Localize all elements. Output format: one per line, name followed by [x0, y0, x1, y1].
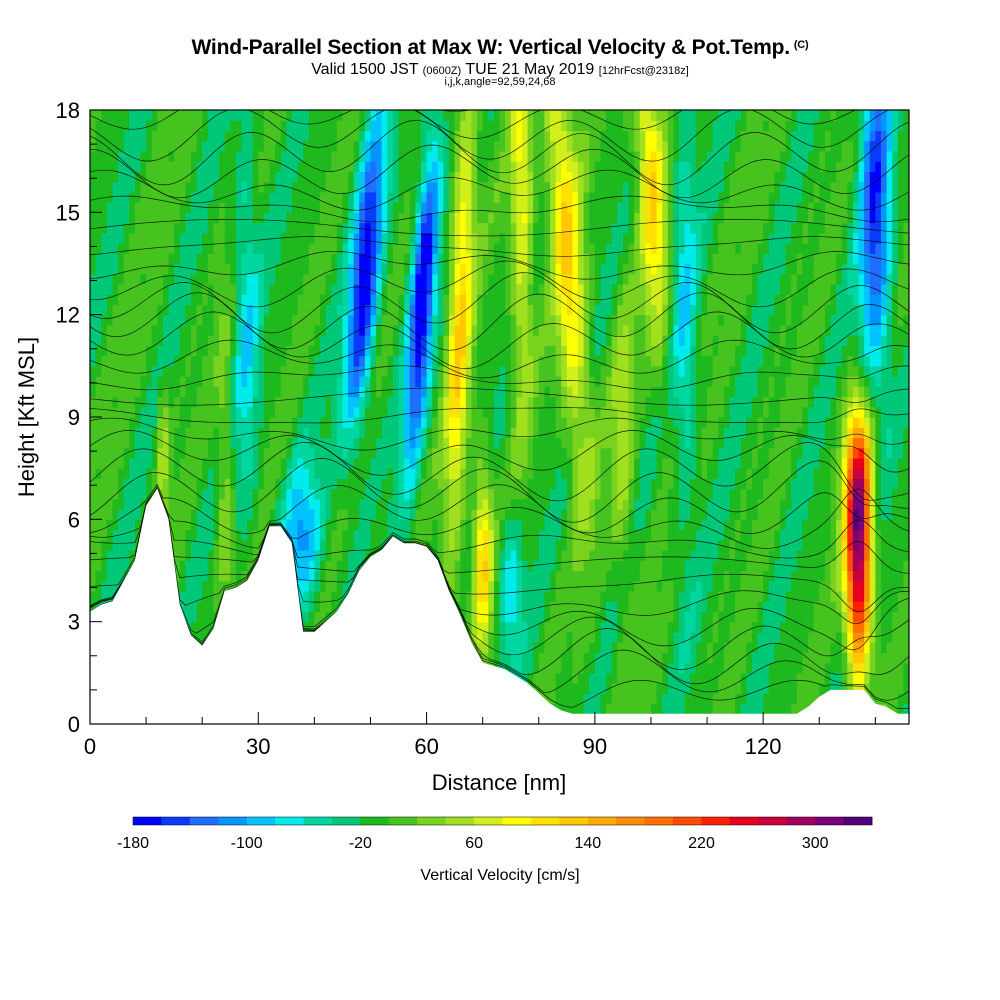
terrain-mask — [90, 488, 909, 724]
colorbar-tick-label: -100 — [231, 835, 263, 852]
terrain-profile — [90, 488, 909, 724]
x-tick-label: 0 — [84, 734, 96, 759]
colorbar-swatch — [786, 817, 816, 825]
x-axis-label: Distance [nm] — [432, 770, 567, 795]
y-tick-label: 15 — [56, 200, 80, 225]
colorbar-swatch — [616, 817, 646, 825]
colorbar-label: Vertical Velocity [cm/s] — [420, 867, 579, 884]
colorbar-tick-label: -20 — [349, 835, 372, 852]
colorbar-swatch — [246, 817, 276, 825]
colorbar-swatch — [644, 817, 674, 825]
colorbar-tick-label: -180 — [117, 835, 149, 852]
x-tick-label: 90 — [583, 734, 607, 759]
colorbar-tick-label: 300 — [802, 835, 829, 852]
chart-grid-info: i,j,k,angle=92,59,24,68 — [444, 76, 556, 88]
colorbar-swatch — [729, 817, 759, 825]
colorbar: -180 -100 -20 60 140 220 300 — [117, 816, 873, 852]
colorbar-swatch — [218, 817, 248, 825]
y-tick-label: 9 — [68, 405, 80, 430]
x-tick-label: 30 — [246, 734, 270, 759]
colorbar-swatch — [331, 817, 361, 825]
colorbar-swatch — [133, 817, 162, 825]
x-tick-label: 60 — [414, 734, 438, 759]
colorbar-swatch — [303, 817, 333, 825]
colorbar-swatch — [758, 817, 788, 825]
chart-title: Wind-Parallel Section at Max W: Vertical… — [191, 36, 809, 59]
colorbar-swatch — [445, 817, 475, 825]
colorbar-swatch — [474, 817, 503, 825]
axes: 0 30 60 90 120 0 3 6 9 12 15 18 — [56, 98, 876, 759]
colorbar-swatch — [673, 817, 702, 825]
y-tick-label: 0 — [68, 712, 80, 737]
y-tick-label: 18 — [56, 98, 80, 123]
colorbar-swatch — [587, 817, 617, 825]
x-tick-label: 120 — [745, 734, 782, 759]
chart-subtitle: Valid 1500 JST (0600Z) TUE 21 May 2019 [… — [311, 61, 689, 78]
colorbar-swatch — [815, 817, 844, 825]
colorbar-swatch — [530, 817, 560, 825]
y-tick-label: 12 — [56, 303, 80, 328]
potential-temperature-contours — [90, 110, 909, 709]
colorbar-swatch — [388, 817, 418, 825]
colorbar-swatch — [417, 817, 447, 825]
colorbar-tick-label: 140 — [574, 835, 601, 852]
y-tick-label: 3 — [68, 610, 80, 635]
colorbar-tick-label: 220 — [688, 835, 715, 852]
colorbar-tick-label: 60 — [465, 835, 483, 852]
colorbar-swatch — [701, 817, 731, 825]
colorbar-swatch — [275, 817, 304, 825]
y-tick-label: 6 — [68, 507, 80, 532]
colorbar-swatch — [360, 817, 390, 825]
colorbar-swatch — [161, 817, 191, 825]
colorbar-frame — [132, 816, 873, 826]
colorbar-swatch — [502, 817, 532, 825]
colorbar-swatch — [189, 817, 219, 825]
colorbar-swatch — [559, 817, 589, 825]
copyright-mark: (C) — [793, 39, 809, 51]
colorbar-swatch — [843, 817, 873, 825]
y-axis-label: Height [Kft MSL] — [14, 337, 39, 497]
